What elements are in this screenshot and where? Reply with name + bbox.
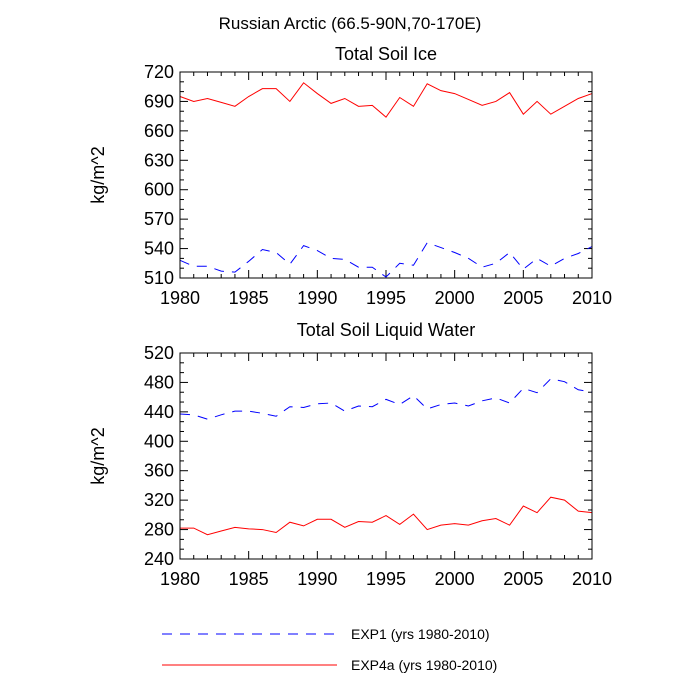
y-axis-label: kg/m^2 <box>88 146 108 203</box>
y-tick-label: 480 <box>144 372 174 392</box>
y-tick-label: 540 <box>144 239 174 259</box>
y-tick-label: 690 <box>144 91 174 111</box>
series-line-exp4a <box>180 496 593 536</box>
chart-main-title: Russian Arctic (66.5-90N,70-170E) <box>219 14 482 33</box>
y-tick-label: 660 <box>144 121 174 141</box>
y-tick-label: 320 <box>144 490 174 510</box>
x-tick-label: 2010 <box>572 288 612 308</box>
y-tick-label: 520 <box>144 343 174 363</box>
x-tick-label: 1995 <box>366 569 406 589</box>
x-tick-label: 2000 <box>435 288 475 308</box>
chart-panels: Total Soil Ice kg/m^2 510 540 570 600 630 660 69… <box>88 44 612 589</box>
y-tick-label: 510 <box>144 268 174 288</box>
x-tick-label: 1980 <box>160 288 200 308</box>
x-tick-label: 1990 <box>297 569 337 589</box>
y-tick-label: 280 <box>144 520 174 540</box>
chart-panel-1: Total Soil Ice kg/m^2 510 540 570 600 630 660 69… <box>88 44 612 308</box>
panel-title: Total Soil Ice <box>335 44 437 64</box>
legend-label-exp4a: EXP4a (yrs 1980-2010) <box>351 657 497 673</box>
x-tick-label: 2005 <box>503 288 543 308</box>
x-tick-label: 1985 <box>229 569 269 589</box>
series-line-exp1 <box>179 242 593 278</box>
panel-title: Total Soil Liquid Water <box>297 320 475 340</box>
plot-frame <box>179 71 593 279</box>
x-tick-label: 2010 <box>572 569 612 589</box>
x-tick-label: 1990 <box>297 288 337 308</box>
chart-panel-2: Total Soil Liquid Water kg/m^2 240 280 320 36… <box>88 320 612 589</box>
y-tick-label: 360 <box>144 461 174 481</box>
legend: EXP1 (yrs 1980-2010) EXP4a (yrs 1980-201… <box>162 626 497 673</box>
series-line-exp1 <box>179 378 593 420</box>
y-tick-label: 570 <box>144 209 174 229</box>
series-line-exp4a <box>179 82 593 118</box>
legend-label-exp1: EXP1 (yrs 1980-2010) <box>351 626 490 642</box>
y-tick-label: 720 <box>144 62 174 82</box>
plot-frame <box>179 352 593 560</box>
x-tick-label: 1980 <box>160 569 200 589</box>
x-tick-label: 1995 <box>366 288 406 308</box>
y-axis-label: kg/m^2 <box>88 427 108 484</box>
y-tick-label: 600 <box>144 180 174 200</box>
x-tick-label: 2005 <box>503 569 543 589</box>
y-tick-label: 630 <box>144 150 174 170</box>
y-tick-label: 240 <box>144 549 174 569</box>
y-tick-label: 400 <box>144 431 174 451</box>
x-tick-label: 2000 <box>435 569 475 589</box>
y-tick-label: 440 <box>144 402 174 422</box>
x-tick-label: 1985 <box>229 288 269 308</box>
